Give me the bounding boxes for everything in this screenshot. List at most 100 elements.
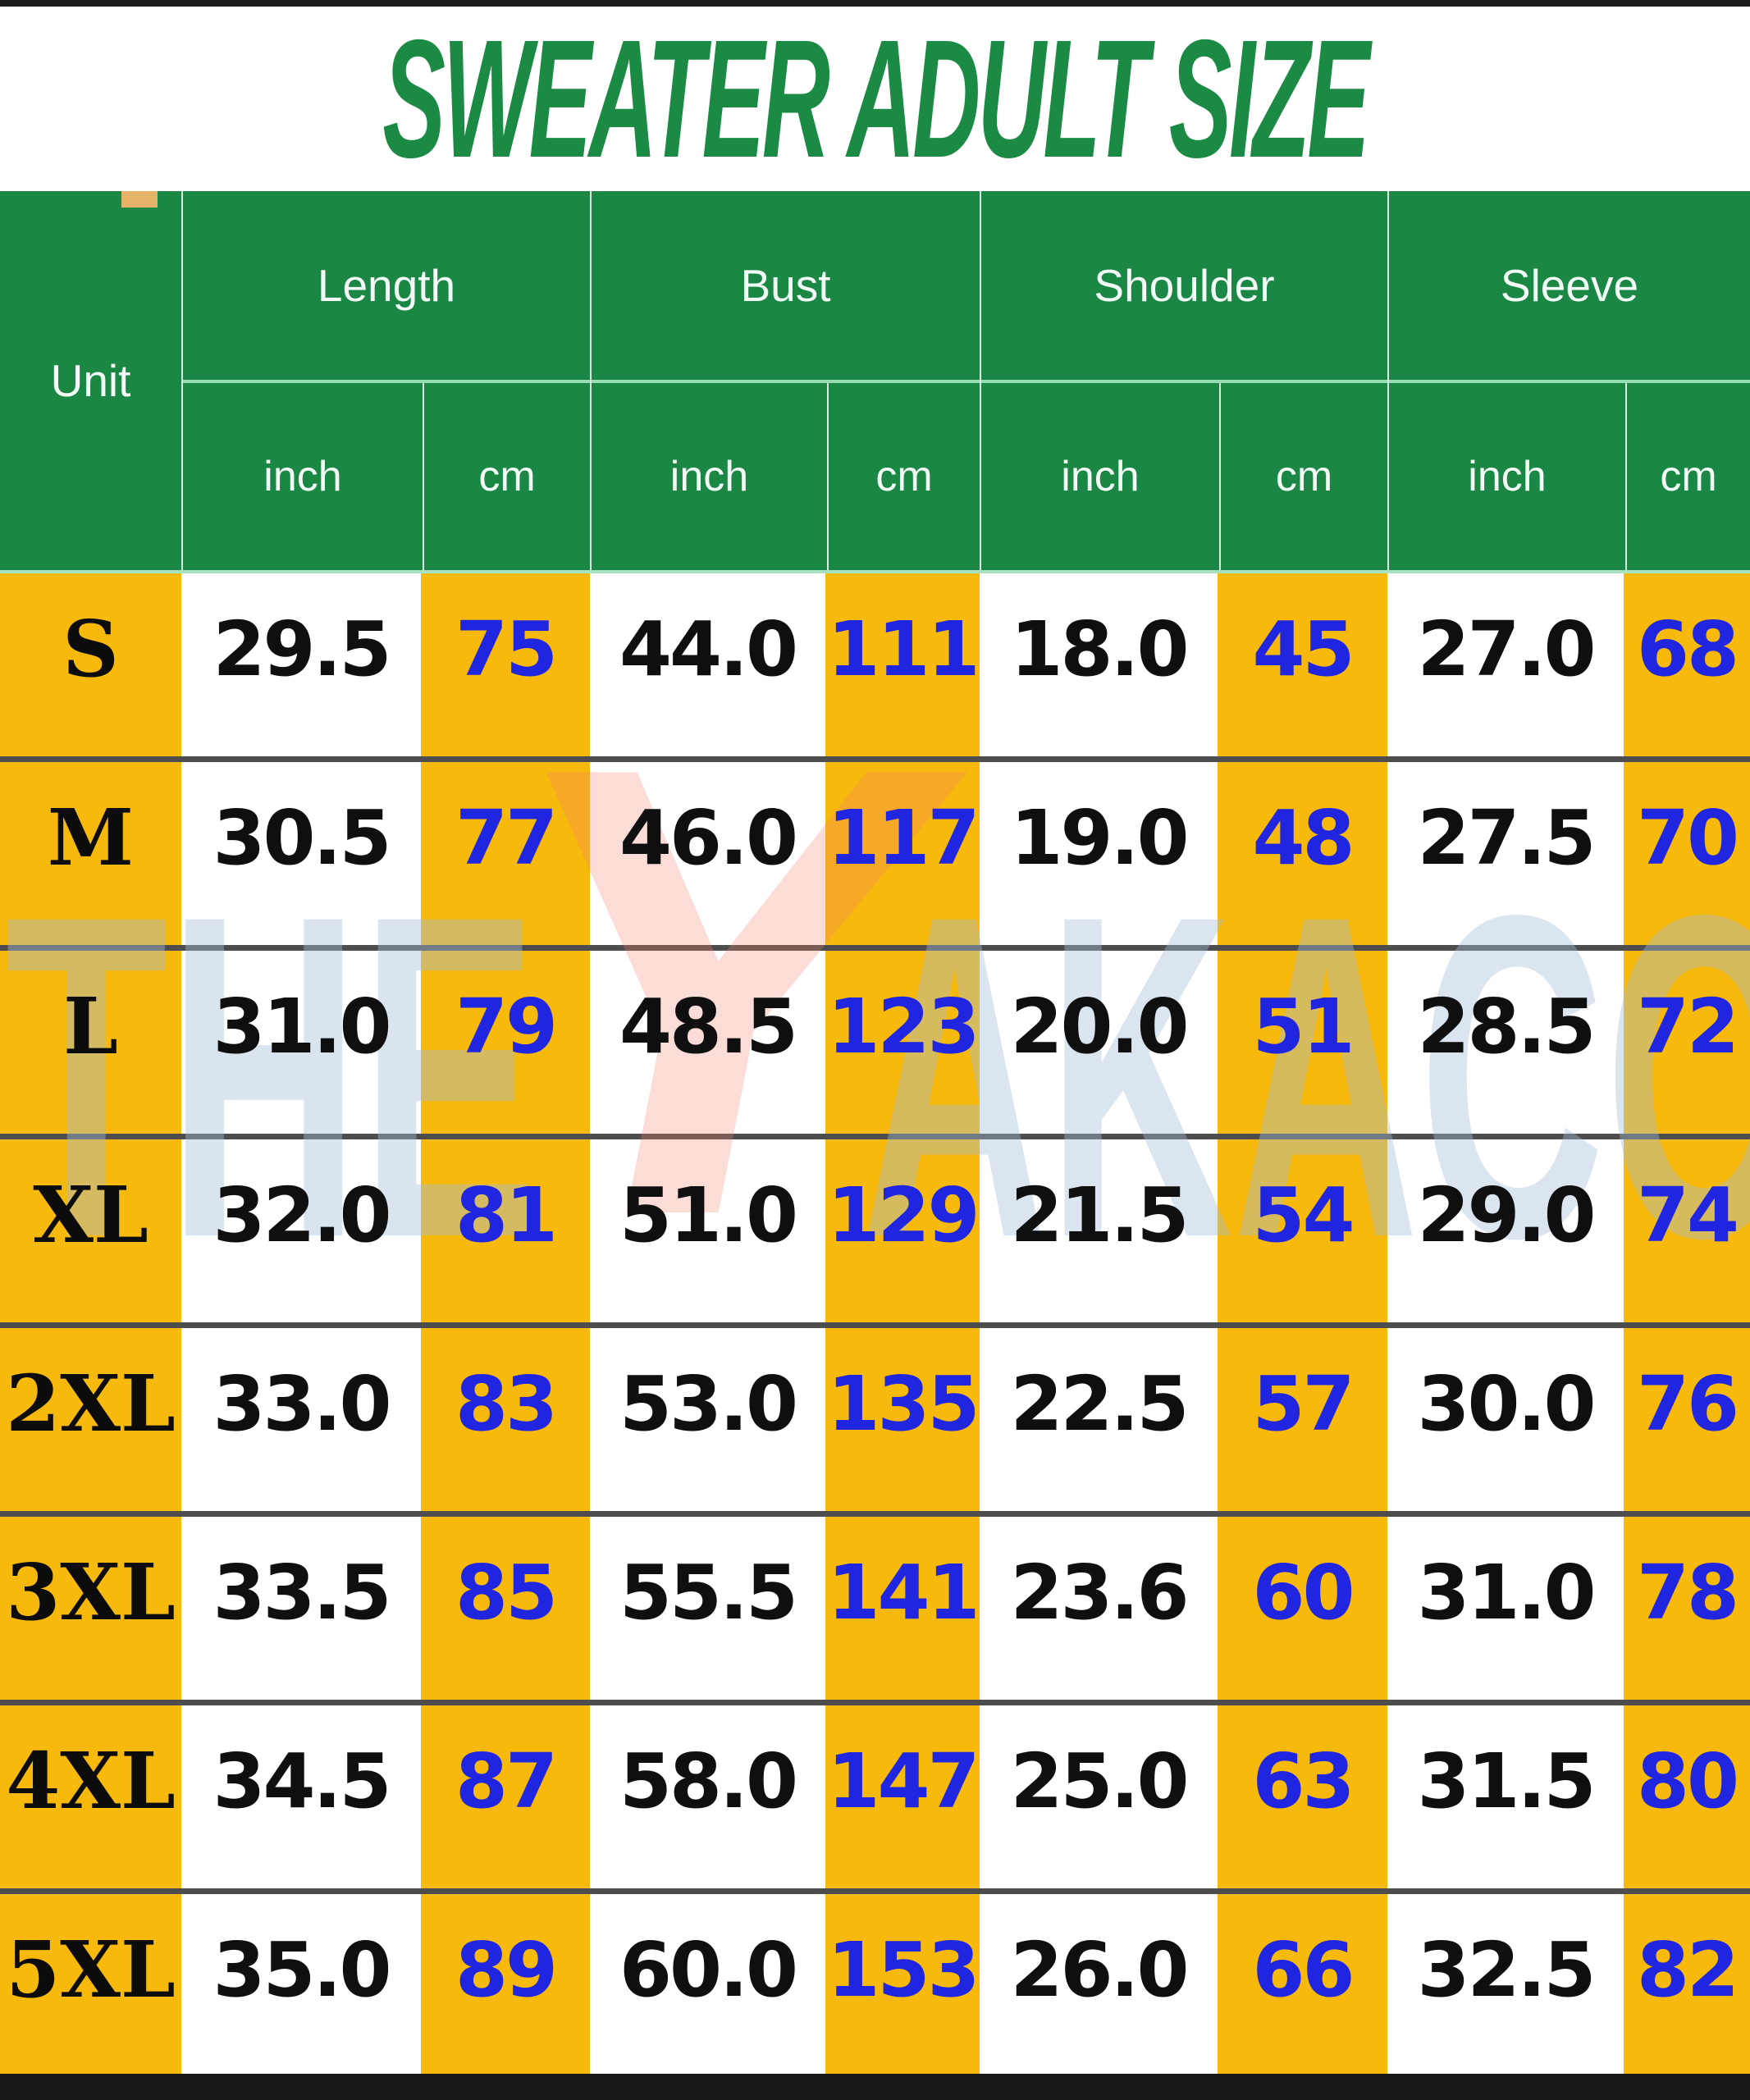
value-inch: 46.0 (619, 794, 798, 882)
value-cell: 23.6 (980, 1517, 1218, 1700)
size-label: L (63, 981, 118, 1072)
value-cm: 87 (455, 1737, 558, 1825)
size-label-cell: 4XL (0, 1705, 181, 1888)
value-inch: 22.5 (1010, 1360, 1190, 1448)
value-cm: 68 (1636, 605, 1739, 693)
table-row-5xl: 5XL 35.0 89 60.0 153 26.0 66 32.5 82 (0, 1888, 1750, 2077)
value-cm: 80 (1636, 1737, 1739, 1825)
value-inch: 35.0 (212, 1926, 392, 2014)
value-cell: 51 (1218, 951, 1387, 1134)
value-cm: 72 (1636, 983, 1739, 1071)
header-group-shoulder: Shoulder inch cm (980, 191, 1387, 570)
header-shoulder-inch: inch (1061, 453, 1140, 500)
header-group-sleeve-label: Sleeve (1500, 260, 1639, 311)
value-inch: 31.0 (212, 983, 392, 1071)
header-group-bust-label: Bust (740, 260, 831, 311)
value-cell: 20.0 (980, 951, 1218, 1134)
value-cm: 75 (455, 605, 558, 693)
header-length-cm: cm (423, 383, 590, 570)
value-cell: 48 (1218, 762, 1387, 945)
value-cell: 81 (421, 1139, 590, 1322)
value-cell: 60 (1218, 1517, 1387, 1700)
value-cell: 72 (1624, 951, 1750, 1134)
value-cell: 147 (825, 1705, 980, 1888)
value-cell: 83 (421, 1328, 590, 1511)
value-cell: 68 (1624, 573, 1750, 756)
value-cm: 76 (1636, 1360, 1739, 1448)
value-cm: 89 (455, 1926, 558, 2014)
value-cm: 77 (455, 794, 558, 882)
value-inch: 33.5 (212, 1549, 392, 1637)
value-cell: 33.5 (181, 1517, 421, 1700)
value-cell: 79 (421, 951, 590, 1134)
header-group-length-label: Length (317, 260, 456, 311)
value-cm: 129 (827, 1171, 980, 1259)
value-inch: 51.0 (619, 1171, 798, 1259)
value-inch: 23.6 (1010, 1549, 1190, 1637)
value-cell: 29.5 (181, 573, 421, 756)
size-label-cell: XL (0, 1139, 181, 1322)
value-cell: 19.0 (980, 762, 1218, 945)
value-cell: 27.0 (1387, 573, 1624, 756)
value-cm: 78 (1636, 1549, 1739, 1637)
size-table: Unit Length inch cm Bust inch cm Shoulde… (0, 191, 1750, 2077)
header-group-bust: Bust inch cm (590, 191, 980, 570)
value-cell: 31.0 (1387, 1517, 1624, 1700)
value-cell: 53.0 (590, 1328, 825, 1511)
value-cell: 46.0 (590, 762, 825, 945)
value-cell: 89 (421, 1894, 590, 2077)
table-body: S 29.5 75 44.0 111 18.0 45 27.0 68 M 30.… (0, 570, 1750, 2077)
table-row-3xl: 3XL 33.5 85 55.5 141 23.6 60 31.0 78 (0, 1511, 1750, 1700)
value-cell: 32.5 (1387, 1894, 1624, 2077)
header-bust-cm: cm (827, 383, 980, 570)
page-title: SWEATER ADULT SIZE (382, 4, 1370, 193)
value-inch: 31.5 (1417, 1737, 1597, 1825)
value-cm: 147 (827, 1737, 980, 1825)
value-cell: 141 (825, 1517, 980, 1700)
value-cell: 54 (1218, 1139, 1387, 1322)
value-cell: 21.5 (980, 1139, 1218, 1322)
header-group-length-subrow: inch cm (183, 380, 590, 570)
value-cell: 28.5 (1387, 951, 1624, 1134)
value-inch: 30.0 (1417, 1360, 1597, 1448)
value-cell: 25.0 (980, 1705, 1218, 1888)
value-cm: 111 (827, 605, 980, 693)
value-cm: 141 (827, 1549, 980, 1637)
value-inch: 27.5 (1417, 794, 1597, 882)
header-bust-inch: inch (669, 453, 749, 500)
title-zone: SWEATER ADULT SIZE (0, 5, 1750, 193)
value-cell: 51.0 (590, 1139, 825, 1322)
value-inch: 28.5 (1417, 983, 1597, 1071)
value-inch: 27.0 (1417, 605, 1597, 693)
value-inch: 48.5 (619, 983, 798, 1071)
value-cell: 76 (1624, 1328, 1750, 1511)
value-inch: 55.5 (619, 1549, 798, 1637)
value-cm: 54 (1252, 1171, 1355, 1259)
value-cell: 31.5 (1387, 1705, 1624, 1888)
table-row-2xl: 2XL 33.0 83 53.0 135 22.5 57 30.0 76 (0, 1322, 1750, 1511)
value-cm: 135 (827, 1360, 980, 1448)
top-black-bar (0, 0, 1750, 7)
value-inch: 29.5 (212, 605, 392, 693)
size-label: M (47, 792, 135, 883)
size-label-cell: S (0, 573, 181, 756)
tan-artifact-mark (121, 191, 158, 208)
value-cell: 34.5 (181, 1705, 421, 1888)
value-inch: 18.0 (1010, 605, 1190, 693)
table-row-m: M 30.5 77 46.0 117 19.0 48 27.5 70 (0, 756, 1750, 945)
value-cell: 135 (825, 1328, 980, 1511)
header-length-inch: inch (263, 453, 342, 500)
table-row-xl: XL 32.0 81 51.0 129 21.5 54 29.0 74 (0, 1134, 1750, 1322)
size-label: XL (33, 1170, 148, 1261)
size-label: 5XL (6, 1924, 176, 2016)
value-cell: 29.0 (1387, 1139, 1624, 1322)
value-cell: 66 (1218, 1894, 1387, 2077)
value-cell: 80 (1624, 1705, 1750, 1888)
bottom-black-bar (0, 2074, 1750, 2100)
table-row-4xl: 4XL 34.5 87 58.0 147 25.0 63 31.5 80 (0, 1700, 1750, 1888)
header-group-shoulder-label: Shoulder (1094, 260, 1275, 311)
value-inch: 44.0 (619, 605, 798, 693)
value-cell: 85 (421, 1517, 590, 1700)
header-group-length: Length inch cm (181, 191, 590, 570)
